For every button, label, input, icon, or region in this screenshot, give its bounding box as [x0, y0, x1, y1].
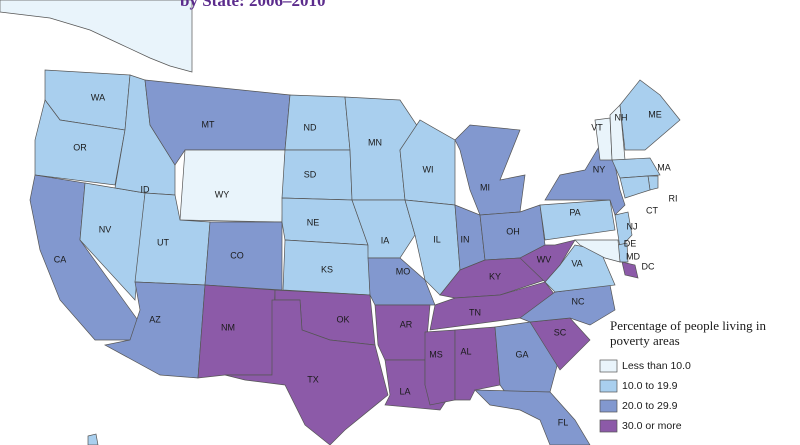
state-label: VA — [571, 258, 582, 268]
state-shape — [204, 221, 283, 291]
state-shape — [614, 211, 633, 249]
state-label: IN — [461, 234, 470, 244]
state-label: KY — [489, 271, 501, 281]
state-label: OK — [336, 314, 349, 324]
legend-swatch — [599, 419, 618, 433]
state-label: IL — [433, 234, 441, 244]
legend-title: Percentage of people living in poverty a… — [610, 318, 766, 348]
state-label: AR — [400, 319, 413, 329]
state-label: MI — [480, 182, 490, 192]
legend-label: 10.0 to 19.9 — [622, 380, 678, 392]
state-label: OR — [73, 142, 87, 152]
state-shape — [284, 94, 351, 151]
state-label: GA — [515, 349, 528, 359]
alaska-shape — [0, 0, 193, 73]
state-label: AL — [460, 346, 471, 356]
state-label: WY — [215, 189, 230, 199]
state-shape — [454, 124, 526, 216]
state-label: CT — [646, 205, 658, 215]
state-shape — [619, 79, 681, 151]
map-title: by State: 2006–2010 — [180, 0, 325, 10]
state-label: TX — [307, 374, 319, 384]
state-label: UT — [157, 237, 169, 247]
state-label: WV — [537, 254, 552, 264]
state-shape — [611, 157, 661, 179]
state-shape — [424, 329, 456, 406]
state-label: MS — [429, 349, 443, 359]
state-label: NV — [99, 224, 112, 234]
state-label: MO — [396, 266, 411, 276]
state-label: MA — [657, 162, 671, 172]
state-label: MD — [626, 251, 640, 261]
state-label: RI — [669, 193, 678, 203]
state-shape — [429, 281, 556, 331]
state-label: CA — [54, 254, 67, 264]
state-shape — [374, 304, 431, 361]
state-label: DE — [624, 238, 637, 248]
legend-label: 30.0 or more — [622, 420, 682, 432]
state-label: ND — [304, 122, 317, 132]
state-label: OH — [506, 226, 520, 236]
state-label: NJ — [627, 221, 638, 231]
state-shape — [34, 99, 126, 186]
state-label: PA — [569, 207, 580, 217]
state-label: NY — [593, 164, 606, 174]
state-label: SC — [554, 327, 567, 337]
state-label: TN — [469, 307, 481, 317]
state-label: MT — [202, 119, 215, 129]
state-label: IA — [381, 235, 390, 245]
state-shape — [619, 175, 651, 199]
state-shape — [539, 199, 616, 241]
state-label: NH — [615, 112, 628, 122]
state-label: ID — [141, 184, 151, 194]
state-shape — [574, 239, 621, 263]
state-shape — [399, 119, 456, 206]
legend-label: 20.0 to 29.9 — [622, 400, 678, 412]
state-shape — [179, 149, 286, 223]
state-shape — [474, 389, 591, 445]
state-label: SD — [304, 169, 317, 179]
state-label: AZ — [149, 314, 161, 324]
state-shape — [197, 284, 276, 379]
state-label: MN — [368, 137, 382, 147]
state-label: VT — [591, 122, 603, 132]
state-label: NE — [307, 217, 320, 227]
hawaii-shape — [87, 433, 99, 445]
state-label: WI — [423, 164, 434, 174]
legend-swatch — [599, 379, 618, 393]
legend-swatch — [599, 359, 618, 373]
legend-swatch — [599, 399, 618, 413]
state-label: NM — [221, 322, 235, 332]
state-label: CO — [230, 250, 244, 260]
state-shape — [281, 149, 353, 201]
state-shape — [454, 326, 501, 401]
state-shape — [224, 299, 389, 445]
state-label: NC — [572, 296, 585, 306]
state-label: KS — [321, 264, 333, 274]
state-label: DC — [642, 261, 655, 271]
state-label: ME — [648, 109, 662, 119]
state-shape — [621, 261, 639, 279]
legend-label: Less than 10.0 — [622, 360, 691, 372]
state-label: WA — [91, 92, 105, 102]
state-label: FL — [558, 417, 569, 427]
state-label: LA — [399, 386, 410, 396]
